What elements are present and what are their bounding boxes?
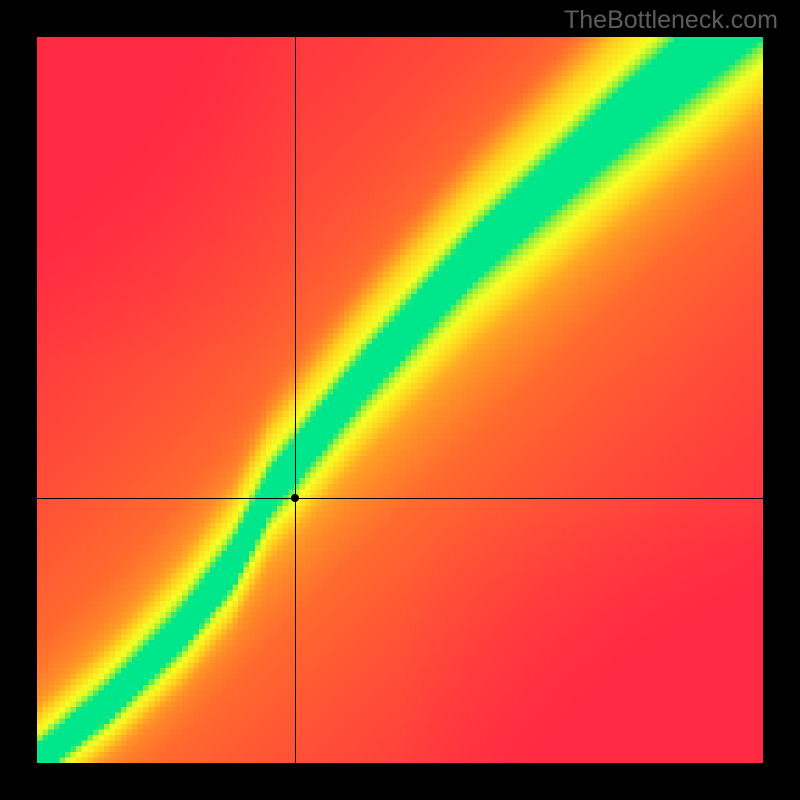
crosshair-vertical: [295, 37, 296, 763]
heatmap-canvas: [37, 37, 763, 763]
heatmap-plot: [37, 37, 763, 763]
marker-point: [291, 494, 299, 502]
crosshair-horizontal: [37, 498, 763, 499]
watermark: TheBottleneck.com: [564, 6, 778, 35]
chart-outer-frame: [0, 0, 800, 800]
